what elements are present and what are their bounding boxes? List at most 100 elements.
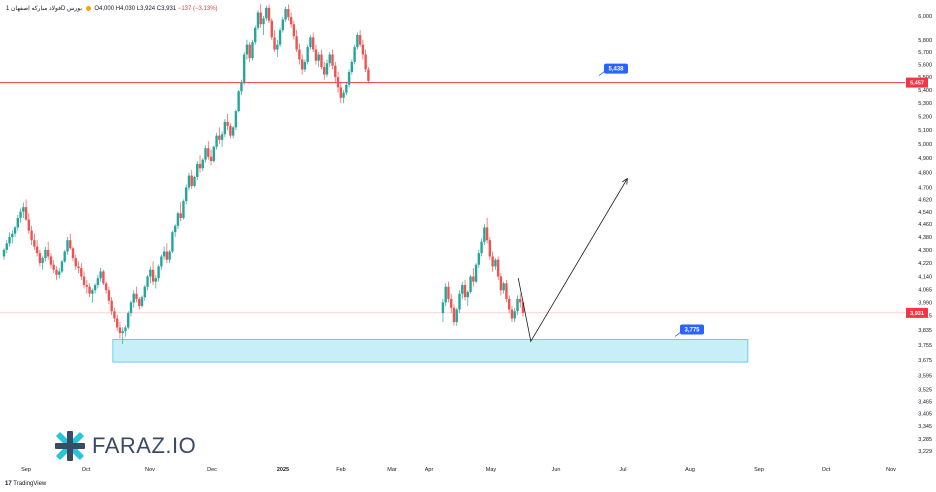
- candle-up: [173, 224, 177, 237]
- y-tick-label: 6,000: [918, 14, 932, 20]
- candle-body: [472, 276, 475, 282]
- candle-down: [82, 271, 86, 289]
- candle-down: [77, 261, 80, 274]
- candle-down: [49, 253, 53, 269]
- ohlc-close: C3,931: [156, 6, 177, 12]
- candle-down: [488, 236, 492, 260]
- candle-body: [469, 276, 472, 292]
- candle-body: [242, 54, 246, 83]
- candle-up: [185, 184, 188, 205]
- candle-body: [463, 285, 467, 298]
- candle-body: [231, 127, 235, 136]
- candle-body: [505, 283, 508, 299]
- candle-down: [30, 225, 33, 246]
- symbol-header: فولاد مبارکه اصفهان 1D بورس O4,000 H4,03…: [6, 5, 218, 12]
- candle-up: [193, 175, 196, 188]
- x-tick-label: Sep: [754, 467, 764, 473]
- candle-up: [494, 258, 497, 270]
- candle-body: [71, 248, 75, 259]
- candle-body: [82, 276, 86, 286]
- candle-body: [135, 293, 138, 299]
- candle-down: [339, 82, 342, 104]
- candle-up: [127, 311, 130, 330]
- y-tick-label: 4,620: [918, 197, 932, 203]
- resistance-annotation: 5,438: [598, 63, 628, 76]
- candle-body: [113, 311, 116, 319]
- candle-body: [198, 163, 202, 169]
- candle-up: [171, 230, 174, 254]
- candle-body: [485, 227, 489, 241]
- candle-down: [118, 322, 122, 339]
- candle-down: [151, 261, 155, 286]
- candle-up: [149, 266, 152, 284]
- candle-body: [325, 63, 329, 75]
- candle-up: [143, 285, 146, 301]
- candle-up: [353, 44, 356, 65]
- candle-body: [494, 259, 497, 267]
- candle-down: [447, 281, 450, 303]
- candle-body: [193, 177, 196, 186]
- candle-body: [165, 251, 169, 260]
- candle-body: [207, 148, 210, 157]
- candle-body: [510, 309, 514, 319]
- candle-body: [143, 286, 146, 298]
- candle-up: [60, 259, 64, 274]
- x-tick-label: Oct: [822, 467, 831, 473]
- candle-body: [49, 256, 53, 265]
- candle-body: [488, 240, 492, 257]
- candle-up: [93, 283, 97, 294]
- candle-up: [347, 69, 351, 88]
- candle-body: [452, 307, 456, 323]
- candle-body: [102, 271, 105, 284]
- candle-body: [60, 261, 64, 272]
- candle-body: [80, 268, 83, 277]
- candle-body: [245, 44, 249, 55]
- candle-up: [306, 44, 309, 65]
- candle-up: [154, 274, 158, 289]
- candle-body: [267, 7, 271, 21]
- candle-down: [24, 199, 28, 222]
- last-price-tag: 3,931: [906, 307, 928, 318]
- y-tick-label: 4,900: [918, 156, 932, 162]
- candle-up: [146, 274, 149, 291]
- candle-body: [179, 213, 182, 218]
- candle-up: [132, 290, 135, 308]
- x-tick-label: Jun: [552, 467, 561, 473]
- candle-body: [350, 61, 354, 73]
- candle-body: [99, 271, 102, 279]
- candle-body: [256, 12, 260, 28]
- candle-up: [265, 5, 268, 21]
- candle-up: [66, 236, 69, 255]
- candle-down: [46, 241, 50, 260]
- candle-body: [306, 47, 309, 62]
- candle-body: [182, 201, 185, 218]
- candle-down: [491, 251, 494, 272]
- x-tick-label: Aug: [685, 467, 695, 473]
- faraz-logo: FARAZ.IO: [52, 426, 196, 466]
- candle-body: [115, 318, 119, 328]
- candle-down: [107, 286, 111, 305]
- candle-body: [336, 77, 340, 88]
- candle-body: [309, 37, 312, 48]
- candle-down: [331, 49, 334, 70]
- candle-body: [450, 298, 453, 308]
- candle-up: [223, 119, 227, 138]
- candle-up: [441, 298, 445, 323]
- candle-body: [273, 37, 276, 50]
- candle-body: [33, 240, 36, 247]
- candle-up: [245, 39, 249, 60]
- candle-down: [300, 54, 304, 75]
- candle-body: [345, 84, 348, 93]
- candle-body: [157, 266, 160, 279]
- candle-body: [323, 66, 326, 75]
- candle-body: [298, 49, 301, 60]
- y-tick-label: 4,800: [918, 171, 932, 177]
- x-tick-label: Sep: [21, 467, 31, 473]
- candle-body: [30, 230, 33, 241]
- candle-down: [110, 297, 113, 315]
- candle-down: [267, 4, 271, 24]
- resistance-price-tag-box: [906, 77, 928, 88]
- candle-down: [55, 266, 58, 280]
- candle-down: [292, 20, 296, 40]
